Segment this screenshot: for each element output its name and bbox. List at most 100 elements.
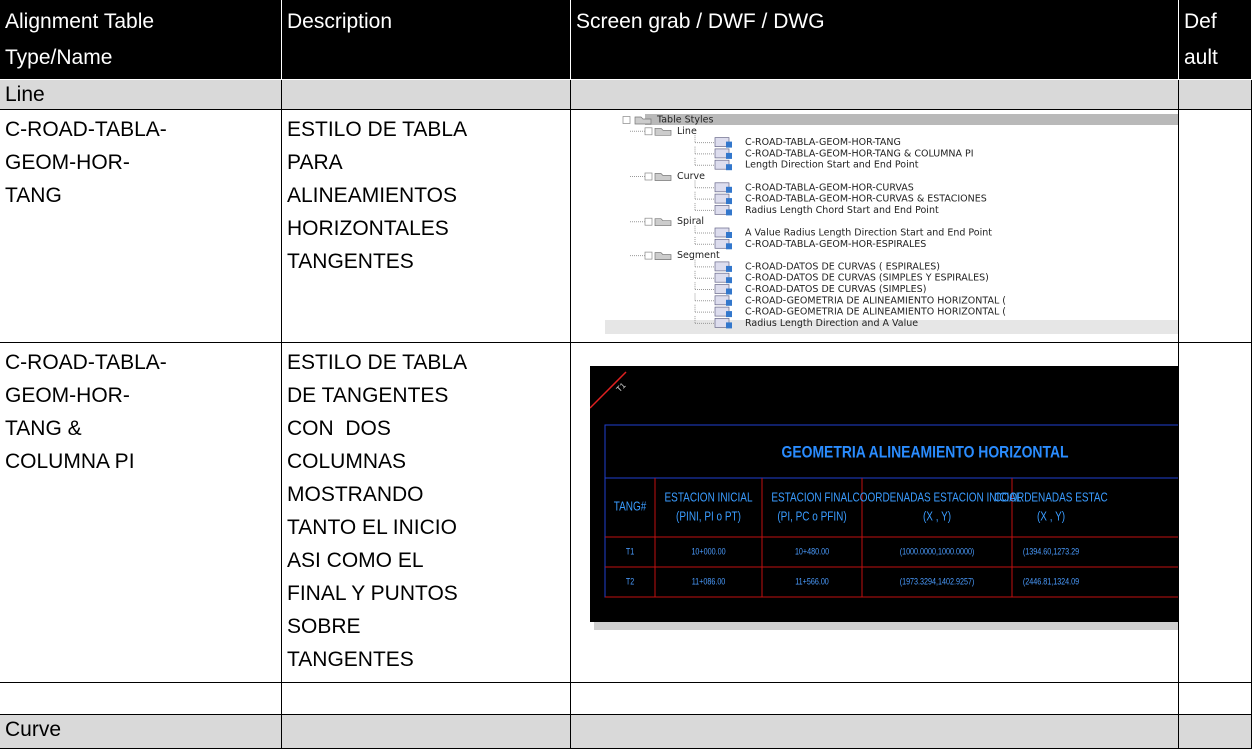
- row-name: COLUMNA PI: [5, 450, 135, 473]
- table-cell: [1179, 343, 1252, 683]
- table-icon-badge: [726, 186, 732, 193]
- drawing-column-header: ESTACION FINAL: [771, 491, 852, 504]
- table-cell: Def ault: [1179, 0, 1252, 80]
- folder-icon: [654, 127, 672, 136]
- row-description: DE TANGENTES: [287, 384, 449, 407]
- table-icon-badge: [726, 288, 732, 295]
- drawing-cell: 10+480.00: [795, 547, 830, 557]
- row-description: TANGENTES: [287, 648, 414, 671]
- table-cell: [571, 343, 1179, 683]
- drawing-cell: (1973.3294,1402.9257): [900, 577, 975, 587]
- table-cell: [1179, 683, 1252, 715]
- drawing-column-header: (X , Y): [1037, 510, 1065, 523]
- row-description: MOSTRANDO: [287, 483, 424, 506]
- table-icon-badge: [726, 209, 732, 216]
- table-icon-badge: [726, 152, 732, 159]
- table-icon-badge: [726, 198, 732, 205]
- row-name: Line: [5, 83, 45, 106]
- table-cell: ESTILO DE TABLA DE TANGENTES CON DOS COLUMN…: [282, 343, 571, 683]
- row-description: ASI COMO EL: [287, 549, 424, 572]
- table-cell: C-ROAD-TABLA- GEOM-HOR- TANG & COLUMNA PI: [0, 343, 282, 683]
- table-cell: Screen grab / DWF / DWG: [571, 0, 1179, 80]
- tree-group: Line: [677, 126, 697, 137]
- row-description: COLUMNAS: [287, 450, 407, 473]
- cad-bg: [590, 366, 1178, 622]
- header-text: Description: [287, 10, 393, 33]
- table-cell: Line: [0, 80, 282, 110]
- drawing-cell: 11+086.00: [692, 577, 726, 587]
- row-description: FINAL Y PUNTOS: [287, 582, 458, 605]
- table-cell: [571, 80, 1179, 110]
- drawing-column-header: COORDENADAS ESTACION INICIAL: [853, 491, 1022, 504]
- drawing-column-header: COORDENADAS ESTAC: [994, 491, 1107, 504]
- table-cell: Alignment Table Type/Name: [0, 0, 282, 80]
- tree-item: Length Direction Start and End Point: [745, 160, 919, 171]
- row-name: C-ROAD-TABLA-: [5, 351, 167, 374]
- table-icon-badge: [726, 141, 732, 148]
- row-name: GEOM-HOR-: [5, 384, 130, 407]
- drawing-cell: 11+566.00: [795, 577, 829, 587]
- drawing-column-header: (PI, PC o PFIN): [777, 510, 847, 523]
- table-cell: [1179, 110, 1252, 343]
- tree-item: Radius Length Chord Start and End Point: [745, 205, 939, 216]
- tree-root: Table Styles: [656, 115, 713, 126]
- table-icon-badge: [726, 322, 732, 329]
- drawing-column-header: ESTACION INICIAL: [664, 491, 752, 504]
- table-cell: [571, 715, 1179, 749]
- cad-drawing: T1 GEOMETRIA ALINEAMIENTO HORIZONTAL TANG#…: [590, 366, 1178, 630]
- expand-box: [622, 116, 631, 124]
- table-cell: [1179, 715, 1252, 749]
- tree-shadow: [605, 320, 1178, 334]
- drawing-column-header: (PINI, PI o PT): [676, 510, 741, 523]
- row-description: ESTILO DE TABLA: [287, 118, 468, 141]
- folder-icon: [654, 252, 672, 260]
- table-icon-badge: [726, 299, 732, 306]
- tree-item: C-ROAD-TABLA-GEOM-HOR-CURVAS: [745, 182, 914, 193]
- expand-box: [644, 172, 653, 181]
- header-text: Def: [1184, 10, 1217, 33]
- tree-group: Spiral: [677, 216, 704, 227]
- tree-bg: [605, 112, 1178, 334]
- tree-item: C-ROAD-GEOMETRIA DE ALINEAMIENTO HORIZON…: [745, 307, 1006, 318]
- cad-shadow: [594, 622, 1178, 630]
- expand-box: [644, 217, 653, 226]
- row-description: TANGENTES: [287, 250, 414, 273]
- table-cell: [571, 683, 1179, 715]
- alignment-line: [590, 371, 627, 409]
- tree-item: C-ROAD-GEOMETRIA DE ALINEAMIENTO HORIZON…: [745, 295, 1006, 306]
- table-icon-badge: [726, 265, 732, 272]
- tree-item: A Value Radius Length Direction Start an…: [745, 228, 992, 239]
- table-icon-badge: [726, 232, 732, 238]
- table-icon-badge: [726, 311, 732, 318]
- expand-box: [644, 127, 653, 136]
- table-cell: [0, 683, 282, 715]
- tree-item: C-ROAD-DATOS DE CURVAS (SIMPLES Y ESPIRA…: [745, 273, 989, 284]
- table-icon-badge: [726, 277, 732, 284]
- row-description: CON DOS: [287, 417, 391, 440]
- header-text: Type/Name: [5, 46, 113, 69]
- table-cell: [282, 80, 571, 110]
- row-description: ESTILO DE TABLA: [287, 351, 468, 374]
- folder-icon: [634, 116, 652, 125]
- tree-item: C-ROAD-TABLA-GEOM-HOR-TANG & COLUMNA PI: [745, 148, 974, 159]
- header-text: Screen grab / DWF / DWG: [576, 10, 825, 33]
- drawing-cell: (1000.0000,1000.0000): [900, 547, 975, 557]
- row-name: TANG &: [5, 417, 82, 440]
- tree-item: C-ROAD-DATOS DE CURVAS ( ESPIRALES): [745, 261, 940, 272]
- table-cell: C-ROAD-TABLA- GEOM-HOR- TANG: [0, 110, 282, 343]
- tree-item: C-ROAD-TABLA-GEOM-HOR-ESPIRALES: [745, 239, 926, 250]
- header-text: ault: [1184, 46, 1218, 69]
- table-cell: Curve: [0, 715, 282, 749]
- table-cell: ESTILO DE TABLA PARA ALINEAMIENTOS HORIZONT…: [282, 110, 571, 343]
- tree-group: Segment: [677, 250, 720, 261]
- tree-group: Curve: [677, 171, 705, 182]
- screen-grab-tree: Table Styles Line C-ROAD-TABLA-GEOM-HOR-TA…: [605, 112, 1178, 334]
- tree-header-bar: [645, 114, 1178, 125]
- row-description: HORIZONTALES: [287, 217, 449, 240]
- table-icon-badge: [726, 243, 732, 250]
- row-name: Curve: [5, 718, 62, 741]
- drawing-column-header: (X , Y): [923, 510, 951, 523]
- table-cell: [571, 110, 1179, 343]
